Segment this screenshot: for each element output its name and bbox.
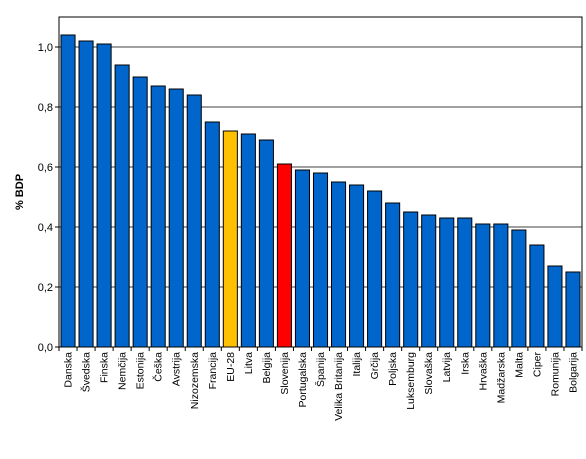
bar-avstrija <box>168 88 184 348</box>
bar-romunija <box>547 265 563 348</box>
bar-ciper <box>529 244 545 348</box>
bar-španija <box>312 172 329 348</box>
y-tick-label: 0,0 <box>38 342 53 354</box>
x-tick-label: Latvija <box>441 352 453 383</box>
x-tick-label: Romunija <box>549 352 561 397</box>
x-tick-label: Luksemburg <box>405 352 417 410</box>
bar-litva <box>240 133 256 348</box>
x-tick-label: Belgija <box>261 352 273 384</box>
bar-malta <box>511 229 527 348</box>
x-tick-label: Nemčija <box>117 352 129 390</box>
bars <box>60 34 581 348</box>
bar-slovaška <box>421 214 437 348</box>
bar-nizozemska <box>186 94 202 348</box>
y-tick-label: 0,4 <box>38 222 53 234</box>
bar-eu-28 <box>222 130 238 348</box>
x-tick-label: Portugalska <box>297 352 309 408</box>
y-axis-title: % BDP <box>14 174 26 210</box>
plot-border <box>58 16 583 348</box>
x-tick-label: Velika Britanija <box>333 352 345 421</box>
x-tick-label: Italija <box>351 352 363 377</box>
x-tick-label: Finska <box>99 352 111 383</box>
bar-estonija <box>132 76 148 348</box>
x-tick-label: Nizozemska <box>189 352 201 409</box>
bar-švedska <box>78 40 94 348</box>
bar-hrvaška <box>475 223 491 348</box>
y-tick-label: 0,8 <box>38 102 53 114</box>
x-tick-label: Hrvaška <box>477 352 489 391</box>
y-tick-labels: 0,0 0,2 0,4 0,6 0,8 1,0 <box>38 42 53 354</box>
bar-irska <box>457 217 473 348</box>
bar-češka <box>150 85 166 348</box>
x-tick-label: EU-28 <box>225 352 237 382</box>
bar-danska <box>60 34 76 348</box>
x-tick-label: Danska <box>63 352 75 388</box>
x-tick-label: Poljska <box>387 352 399 386</box>
bar-slovenija <box>276 163 292 348</box>
bar-poljska <box>385 202 401 348</box>
bar-madžarska <box>493 223 509 348</box>
x-tick-label: Litva <box>243 352 255 374</box>
x-tick-label: Bolgarija <box>567 352 579 393</box>
y-tick-label: 1,0 <box>38 42 53 54</box>
bar-bolgarija <box>565 271 581 348</box>
bar-velika-britanija <box>331 181 347 348</box>
x-tick-label: Malta <box>513 352 525 378</box>
x-tick-label: Češka <box>152 352 165 382</box>
bar-portugalska <box>294 169 310 348</box>
bar-grčija <box>367 190 383 348</box>
x-tick-label: Slovenija <box>279 352 291 395</box>
y-tick-label: 0,2 <box>38 282 53 294</box>
x-tick-label: Irska <box>459 352 471 375</box>
y-tick-label: 0,6 <box>38 162 53 174</box>
x-tick-label: Španija <box>314 352 327 387</box>
bar-finska <box>96 43 112 348</box>
x-tick-label: Grčija <box>369 352 381 380</box>
bar-italija <box>349 184 365 348</box>
bar-nemčija <box>114 64 130 348</box>
x-tick-label: Avstrija <box>171 352 183 386</box>
bar-luksemburg <box>403 211 419 348</box>
axes <box>55 16 583 351</box>
x-tick-label: Estonija <box>135 352 147 390</box>
x-tick-label: Slovaška <box>423 352 435 395</box>
x-tick-label: Francija <box>207 352 219 390</box>
x-tick-label: Švedska <box>80 352 93 392</box>
x-tick-label: Ciper <box>531 351 543 377</box>
bar-francija <box>204 121 220 348</box>
x-category-labels: Danska Švedska Finska Nemčija Estonija Češka A… <box>63 351 580 420</box>
bar-belgija <box>258 139 274 348</box>
x-tick-label: Madžarska <box>495 352 507 404</box>
bar-latvija <box>439 217 455 348</box>
